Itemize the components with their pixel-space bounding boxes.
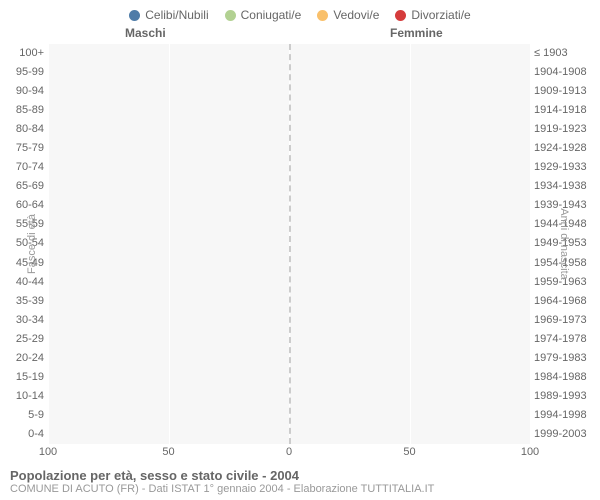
bar-row [48,330,530,349]
birth-label: 1994-1998 [534,406,600,425]
bar-row [48,368,530,387]
legend-label: Celibi/Nubili [145,8,208,22]
gridline [530,44,531,444]
column-headers: Maschi Femmine [0,26,600,44]
birth-label: 1989-1993 [534,387,600,406]
birth-label: 1964-1968 [534,292,600,311]
age-label: 60-64 [0,196,44,215]
age-label: 35-39 [0,292,44,311]
legend-label: Coniugati/e [241,8,302,22]
legend-swatch [395,10,406,21]
footer: Popolazione per età, sesso e stato civil… [0,462,600,495]
header-male: Maschi [125,26,166,40]
bar-row [48,63,530,82]
bar-row [48,425,530,444]
birth-label: 1904-1908 [534,63,600,82]
age-label: 100+ [0,44,44,63]
bar-row [48,406,530,425]
bar-row [48,273,530,292]
chart-title: Popolazione per età, sesso e stato civil… [10,468,590,483]
age-label: 85-89 [0,101,44,120]
y-axis-title-right: Anni di nascita [558,208,570,280]
age-label: 15-19 [0,368,44,387]
legend-label: Divorziati/e [411,8,470,22]
bars [48,44,530,444]
legend-item: Coniugati/e [225,8,302,22]
bar-row [48,101,530,120]
bar-row [48,234,530,253]
x-tick: 0 [286,446,292,458]
age-label: 10-14 [0,387,44,406]
age-label: 65-69 [0,177,44,196]
x-axis: 10050050100 [48,444,530,462]
birth-label: 1979-1983 [534,349,600,368]
bar-row [48,120,530,139]
x-tick: 50 [403,446,415,458]
bar-row [48,82,530,101]
legend-item: Vedovi/e [317,8,379,22]
age-label: 5-9 [0,406,44,425]
age-label: 20-24 [0,349,44,368]
chart-area: Fasce di età 100+95-9990-9485-8980-8475-… [0,44,600,444]
age-label: 70-74 [0,158,44,177]
age-label: 75-79 [0,139,44,158]
birth-label: 1909-1913 [534,82,600,101]
birth-label: 1919-1923 [534,120,600,139]
age-labels: 100+95-9990-9485-8980-8475-7970-7465-696… [0,44,48,444]
birth-label: 1969-1973 [534,311,600,330]
birth-label: 1924-1928 [534,139,600,158]
header-female: Femmine [390,26,443,40]
birth-label: 1929-1933 [534,158,600,177]
birth-label: 1914-1918 [534,101,600,120]
bar-row [48,215,530,234]
age-label: 90-94 [0,82,44,101]
age-label: 30-34 [0,311,44,330]
y-axis-title-left: Fasce di età [26,214,38,274]
bar-row [48,44,530,63]
bar-row [48,254,530,273]
bar-row [48,177,530,196]
x-tick: 100 [521,446,539,458]
bar-row [48,311,530,330]
x-tick: 100 [39,446,57,458]
bar-row [48,292,530,311]
x-tick: 50 [162,446,174,458]
legend-swatch [225,10,236,21]
legend-item: Divorziati/e [395,8,470,22]
birth-label: 1974-1978 [534,330,600,349]
bar-row [48,196,530,215]
bar-row [48,387,530,406]
legend: Celibi/Nubili Coniugati/e Vedovi/e Divorzia… [0,0,600,26]
birth-label: ≤ 1903 [534,44,600,63]
bar-row [48,139,530,158]
legend-item: Celibi/Nubili [129,8,208,22]
age-label: 25-29 [0,330,44,349]
legend-swatch [317,10,328,21]
birth-label: 1999-2003 [534,425,600,444]
age-label: 0-4 [0,425,44,444]
age-label: 95-99 [0,63,44,82]
legend-swatch [129,10,140,21]
bar-row [48,158,530,177]
birth-label: 1984-1988 [534,368,600,387]
legend-label: Vedovi/e [333,8,379,22]
birth-label: 1934-1938 [534,177,600,196]
age-label: 40-44 [0,273,44,292]
plot [48,44,530,444]
age-label: 80-84 [0,120,44,139]
chart-subtitle: COMUNE DI ACUTO (FR) - Dati ISTAT 1° gen… [10,483,590,495]
bar-row [48,349,530,368]
